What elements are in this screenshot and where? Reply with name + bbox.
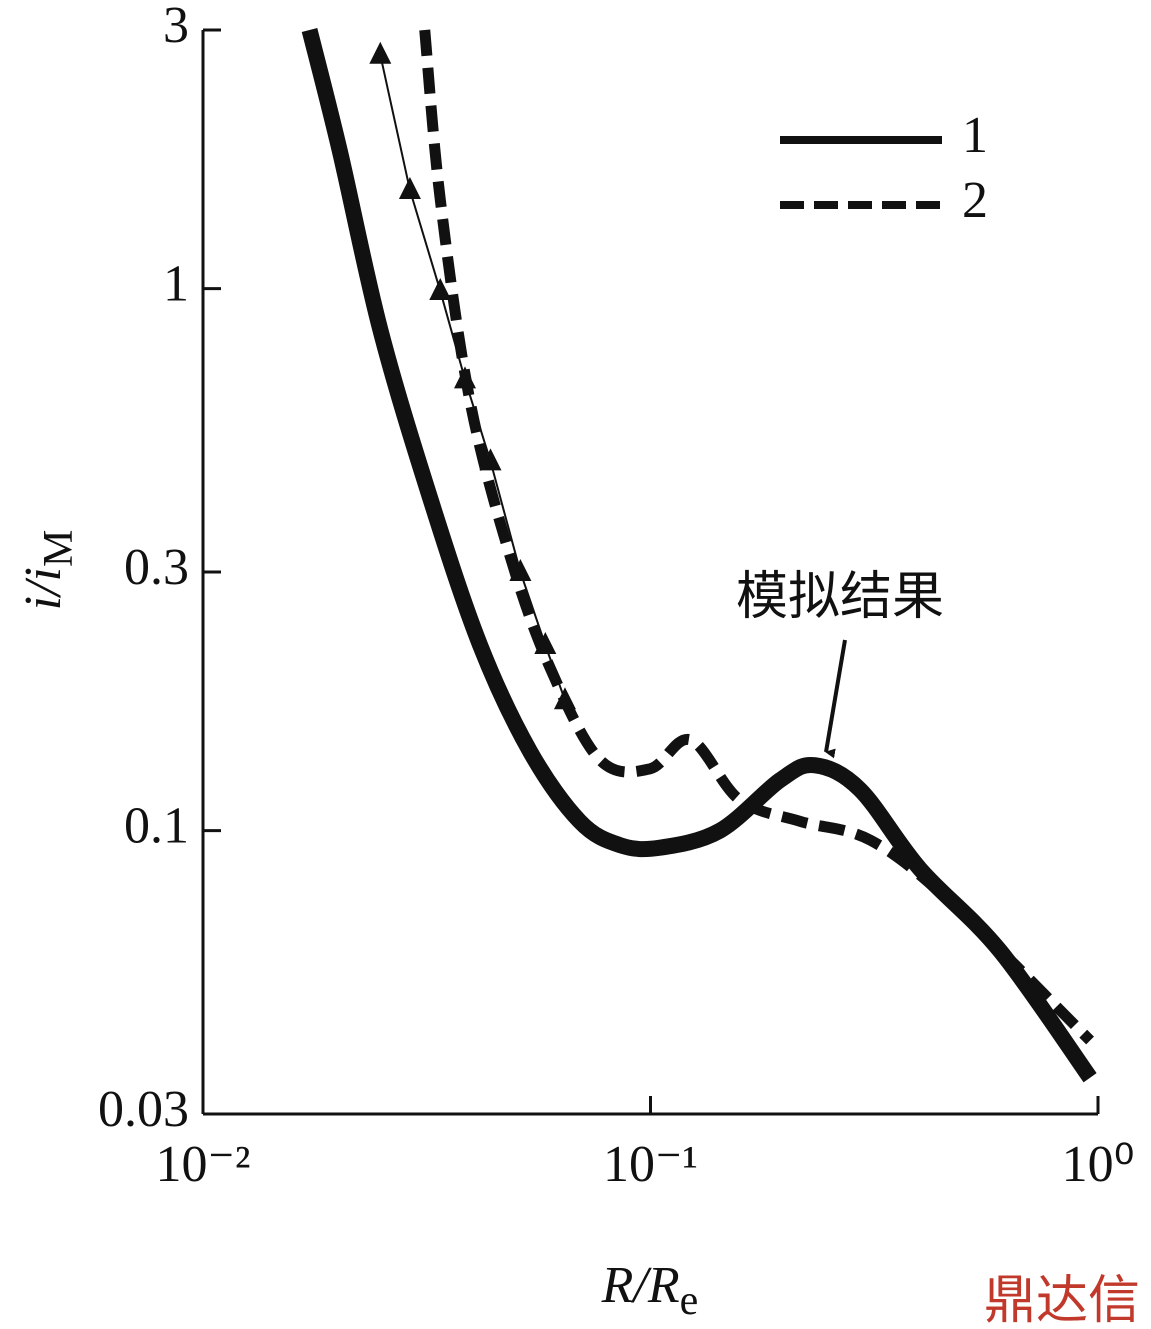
legend-label: 2 [962,172,988,229]
x-label-sub: e [680,1278,699,1324]
annotation: 模拟结果 [736,567,944,627]
y-label-text: i/i [15,567,72,610]
y-axis-label: i/iM [15,530,82,611]
x-tick-label: 10⁻¹ [603,1136,698,1193]
watermark: 鼎达信 [984,1271,1140,1324]
triangle-marker [534,632,557,655]
triangle-marker [398,177,421,200]
x-label-text: R/R [601,1257,680,1314]
triangle-marker [479,448,502,471]
annotation-arrow [824,639,847,759]
triangle-marker [429,277,452,300]
marker-line [379,54,566,701]
y-tick-label: 0.1 [124,798,189,855]
triangle-marker [553,687,576,710]
y-tick-label: 1 [163,256,189,313]
triangle-marker [509,559,532,581]
y-label-sub: M [36,530,82,567]
x-axis-label: R/Re [601,1257,699,1324]
y-tick-label: 0.03 [98,1081,189,1138]
x-tick-label: 10⁰ [1062,1136,1135,1193]
legend-label: 1 [962,107,988,164]
y-tick-label: 3 [163,0,189,54]
y-tick-label: 0.3 [124,539,189,596]
triangle-marker [369,41,392,64]
triangle-marker [453,366,476,389]
series-line [301,28,1097,1083]
x-tick-label: 10⁻² [155,1136,250,1193]
series-line [419,29,1094,1045]
